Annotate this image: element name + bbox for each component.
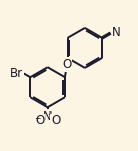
Text: +: + [47,110,54,119]
Text: −: − [34,114,40,124]
Text: O: O [35,114,44,127]
Text: O: O [51,114,60,127]
Text: Br: Br [10,67,23,80]
Text: N: N [43,110,52,123]
Text: N: N [112,26,121,39]
Text: O: O [62,58,72,71]
